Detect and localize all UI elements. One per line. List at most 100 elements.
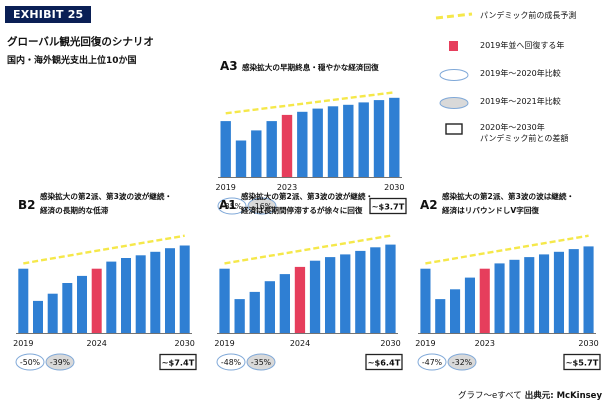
legend-label-forecast: パンデミック前の成長予測 [480, 11, 577, 20]
footer: グラフ～eすべて 出典元: McKinsey [458, 389, 602, 401]
x-tick-b2-2024: 2024 [87, 339, 107, 348]
bar-b2-2027 [135, 255, 146, 333]
gap-value-a3: ~$3.7T [372, 202, 405, 212]
recovery-bar-b2-2024 [91, 268, 102, 333]
bar-a3-2022 [266, 121, 277, 177]
bar-a3-2027 [343, 104, 354, 177]
chart-title-a1-1: 経済は長期間停滞するが徐々に回復 [241, 205, 363, 215]
bar-a2-2025 [509, 259, 520, 333]
ellipse-vs-2020-a1 [216, 353, 246, 371]
chart-title-a2-0: 感染拡大の第2派、第3波の波は継続・ [442, 191, 574, 201]
legend-label-gap-line2: パンデミック前との差額 [480, 134, 569, 143]
gap-box-a1 [365, 353, 403, 371]
page-title: グローバル観光回復のシナリオ [7, 36, 154, 48]
comparison-vs-2020-b2: -50% [20, 358, 40, 367]
legend-item-gap: 2020年～2030年 パンデミック前との差額 [430, 122, 608, 150]
legend-label-vs-2020: 2019年～2020年比較 [480, 69, 561, 78]
scenario-code-a3: A3 [220, 59, 238, 73]
x-tick-a3-2019: 2019 [216, 183, 236, 192]
footer-note: グラフ～eすべて [457, 391, 522, 401]
ellipse-vs-2021-a1 [246, 353, 276, 371]
comparison-vs-2020-a3: -35% [222, 202, 242, 211]
legend: パンデミック前の成長予測 2019年並へ回復する年 2019年～2020年比較 … [430, 10, 608, 160]
comparison-vs-2020-a2: -47% [422, 358, 442, 367]
bar-a2-2024 [494, 263, 505, 333]
gap-box-a2 [563, 353, 601, 371]
bar-b2-2030 [179, 245, 190, 333]
x-tick-a2-2019: 2019 [415, 339, 435, 348]
gap-value-a2: ~$5.7T [566, 358, 599, 368]
bar-a3-2025 [312, 108, 323, 177]
bar-a3-2020 [235, 140, 247, 177]
bar-a1-2027 [340, 254, 351, 333]
bar-a2-2019 [420, 268, 431, 333]
bar-a3-2029 [373, 100, 385, 177]
bar-a1-2021 [249, 291, 260, 333]
chart-a3: A3 感染拡大の早期終息・穏やかな経済回復 2019 2023 2030 -35% -16%… [216, 59, 407, 215]
bar-a1-2028 [355, 250, 366, 333]
bar-a1-2023 [279, 274, 290, 333]
bar-b2-2021 [47, 293, 58, 333]
bar-a1-2019 [219, 268, 230, 333]
legend-label-vs-2021: 2019年～2021年比較 [480, 97, 561, 106]
x-tick-a2-2023: 2023 [475, 339, 495, 348]
red-square-icon [449, 41, 458, 51]
exhibit-label: EXHIBIT 25 [5, 6, 92, 23]
x-tick-b2-2030: 2030 [175, 339, 195, 348]
bar-a1-2020 [234, 299, 245, 333]
chart-title-b2-0: 感染拡大の第2派、第3波の波が継続・ [40, 191, 172, 201]
bar-a2-2026 [524, 257, 535, 333]
bar-b2-2026 [121, 258, 131, 333]
bar-b2-2025 [106, 261, 117, 333]
bar-a2-2029 [568, 249, 579, 333]
x-tick-a1-2024: 2024 [290, 339, 310, 348]
bar-a2-2021 [450, 289, 461, 334]
dashed-yellow-line-icon [435, 12, 473, 20]
bar-b2-2022 [62, 283, 73, 333]
bar-a3-2028 [358, 102, 369, 177]
gap-box-a3 [369, 197, 407, 215]
ellipse-vs-2020-b2 [15, 353, 45, 371]
chart-b2: B2 感染拡大の第2派、第3波の波が継続・経済の長期的な低滞 2019 2024 203… [13, 191, 197, 371]
legend-label-gap-line1: 2020年～2030年 [480, 123, 545, 132]
legend-label-recovery: 2019年並へ回復する年 [480, 41, 565, 50]
gap-value-b2: ~$7.4T [162, 358, 195, 368]
footer-source: 出典元: McKinsey [524, 391, 602, 401]
bar-a2-2028 [553, 251, 564, 334]
gap-box-b2 [159, 353, 197, 371]
chart-title-a3-0: 感染拡大の早期終息・穏やかな経済回復 [242, 62, 379, 72]
bar-b2-2023 [77, 275, 87, 333]
comparison-vs-2021-a2: -32% [452, 358, 472, 367]
scenario-code-b2: B2 [18, 198, 36, 212]
bar-b2-2028 [150, 251, 161, 334]
bar-b2-2019 [18, 268, 29, 333]
comparison-vs-2021-b2: -39% [50, 358, 70, 367]
chart-title-a2-1: 経済はリバウンドしV字回復 [442, 205, 539, 215]
recovery-bar-a1-2024 [294, 266, 306, 333]
chart-a1: A1 感染拡大の第2派、第3波の波が継続・経済は長期間停滞するが徐々に回復 2019… [214, 191, 403, 371]
gap-value-a1: ~$6.4T [368, 358, 401, 368]
x-tick-b2-2019: 2019 [13, 339, 33, 348]
recovery-bar-a2-2023 [479, 268, 490, 333]
comparison-vs-2021-a3: -16% [252, 202, 272, 211]
bar-b2-2020 [33, 300, 43, 333]
bar-a1-2025 [309, 260, 321, 333]
ellipse-vs-2020-a3 [217, 197, 247, 215]
bar-a3-2021 [251, 130, 262, 177]
legend-item-recovery: 2019年並へ回復する年 [430, 40, 608, 62]
ellipse-vs-2021-b2 [45, 353, 75, 371]
bar-a1-2029 [370, 247, 381, 333]
legend-item-vs-2021: 2019年～2021年比較 [430, 96, 608, 118]
legend-label-gap: 2020年～2030年 パンデミック前との差額 [480, 122, 568, 144]
bar-a2-2030 [583, 246, 594, 333]
comparison-vs-2020-a1: -48% [221, 358, 241, 367]
bar-a3-2026 [327, 106, 339, 177]
chart-a2: A2 感染拡大の第2派、第3波の波は継続・経済はリバウンドしV字回復 2019 202… [415, 191, 601, 371]
forecast-line-a1 [224, 234, 391, 265]
chart-title-a1-0: 感染拡大の第2派、第3波の波が継続・ [241, 191, 373, 201]
forecast-line-a3 [225, 91, 395, 115]
comparison-vs-2021-a1: -35% [251, 358, 271, 367]
x-tick-a1-2019: 2019 [214, 339, 234, 348]
scenario-code-a2: A2 [420, 198, 438, 212]
